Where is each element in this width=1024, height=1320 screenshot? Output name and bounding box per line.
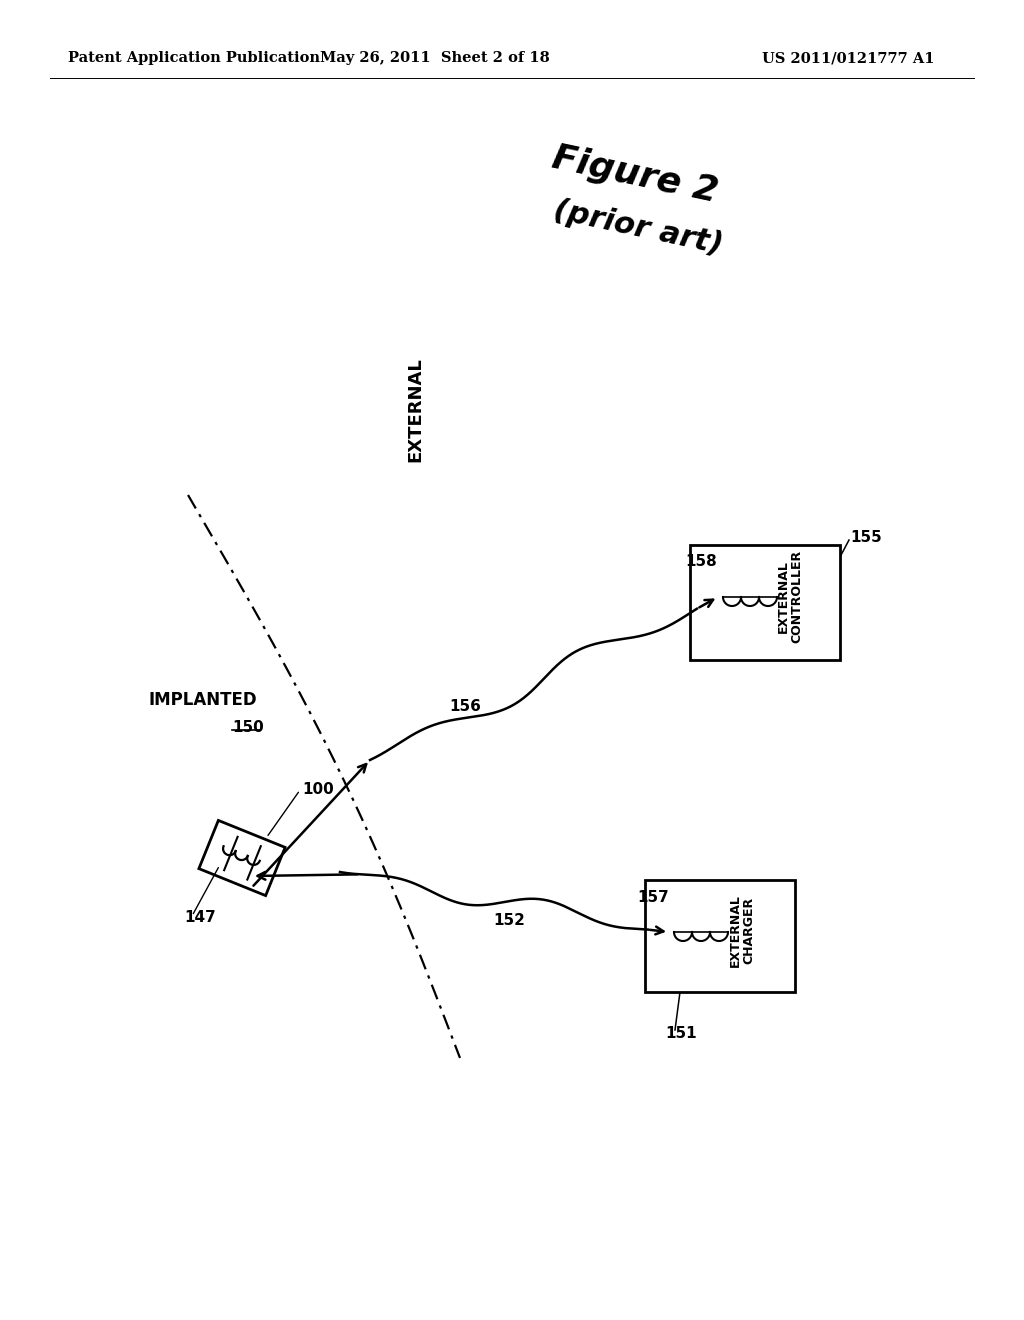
Text: IMPLANTED: IMPLANTED bbox=[148, 690, 257, 709]
Bar bbox=[645, 880, 795, 993]
Text: 100: 100 bbox=[302, 783, 334, 797]
Text: CHARGER: CHARGER bbox=[742, 896, 756, 964]
Polygon shape bbox=[199, 821, 285, 895]
Text: EXTERNAL: EXTERNAL bbox=[406, 358, 424, 462]
Text: 158: 158 bbox=[685, 554, 717, 569]
Text: 155: 155 bbox=[850, 529, 882, 544]
Text: 152: 152 bbox=[494, 912, 525, 928]
Text: CONTROLLER: CONTROLLER bbox=[791, 550, 804, 643]
Text: (prior art): (prior art) bbox=[551, 195, 725, 260]
Text: Patent Application Publication: Patent Application Publication bbox=[68, 51, 319, 65]
Text: 150: 150 bbox=[232, 719, 264, 735]
Text: US 2011/0121777 A1: US 2011/0121777 A1 bbox=[762, 51, 935, 65]
Text: EXTERNAL: EXTERNAL bbox=[776, 560, 790, 634]
Text: EXTERNAL: EXTERNAL bbox=[728, 894, 741, 966]
Text: 157: 157 bbox=[637, 890, 669, 904]
Text: Figure 2: Figure 2 bbox=[549, 141, 721, 209]
Text: 147: 147 bbox=[184, 911, 216, 925]
Bar bbox=[690, 545, 840, 660]
Text: May 26, 2011  Sheet 2 of 18: May 26, 2011 Sheet 2 of 18 bbox=[321, 51, 550, 65]
Text: 156: 156 bbox=[449, 700, 481, 714]
Text: 151: 151 bbox=[665, 1027, 696, 1041]
